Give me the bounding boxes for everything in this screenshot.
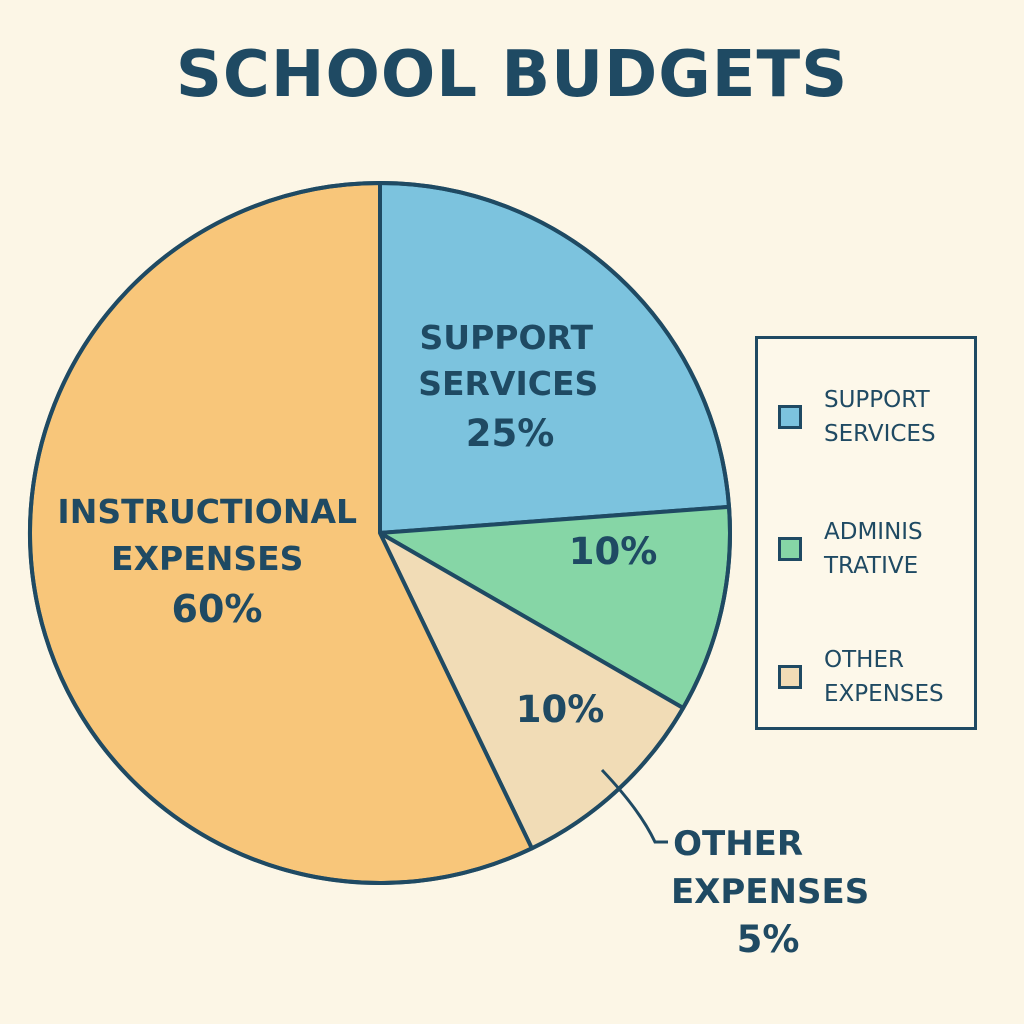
legend-label-support: SUPPORT SERVICES <box>824 383 964 451</box>
slice-label-instructional-line-2: EXPENSES <box>111 539 303 578</box>
callout-line-2: EXPENSES <box>671 872 869 912</box>
legend-item-support: SUPPORT SERVICES <box>778 383 964 451</box>
legend: SUPPORT SERVICES ADMINIS TRATIVE OTHER E… <box>755 336 977 730</box>
slice-label-instructional-line-1: INSTRUCTIONAL <box>57 492 357 531</box>
legend-label-administrative: ADMINIS TRATIVE <box>824 515 964 583</box>
pie-slices <box>28 181 732 885</box>
legend-swatch-administrative <box>778 537 802 561</box>
legend-item-administrative: ADMINIS TRATIVE <box>778 515 964 583</box>
legend-label-other-line-1: OTHER <box>824 647 904 673</box>
slice-value-instructional: 60% <box>172 587 263 631</box>
slice-label-support-line-1: SUPPORT <box>420 318 594 357</box>
slice-label-support-line-2: SERVICES <box>418 364 598 403</box>
callout-line-1: OTHER <box>673 824 803 864</box>
legend-swatch-support <box>778 405 802 429</box>
callout-value: 5% <box>737 918 800 961</box>
pie-labels: INSTRUCTIONAL EXPENSES 60% SUPPORT SERVI… <box>57 318 657 731</box>
legend-label-other: OTHER EXPENSES <box>824 643 964 711</box>
slice-label-support: SUPPORT SERVICES 25% <box>418 318 610 455</box>
slice-value-administrative: 10% <box>569 530 658 573</box>
legend-swatch-other <box>778 665 802 689</box>
legend-item-other: OTHER EXPENSES <box>778 643 964 711</box>
chart-title: SCHOOL BUDGETS <box>175 38 849 112</box>
pie-slice-support <box>378 181 732 535</box>
pie-outline <box>28 181 732 885</box>
slice-label-instructional: INSTRUCTIONAL EXPENSES 60% <box>57 492 368 631</box>
legend-label-administrative-line-1: ADMINIS <box>824 519 923 545</box>
slice-value-support: 25% <box>466 412 555 455</box>
legend-label-support-line-1: SUPPORT <box>824 387 930 413</box>
legend-label-administrative-line-2: TRATIVE <box>824 553 919 579</box>
legend-label-other-line-2: EXPENSES <box>824 681 944 707</box>
callout-label: OTHER EXPENSES 5% <box>671 824 881 961</box>
legend-label-support-line-2: SERVICES <box>824 421 936 447</box>
callout-leader-line <box>600 768 668 844</box>
slice-value-other: 10% <box>516 688 605 731</box>
